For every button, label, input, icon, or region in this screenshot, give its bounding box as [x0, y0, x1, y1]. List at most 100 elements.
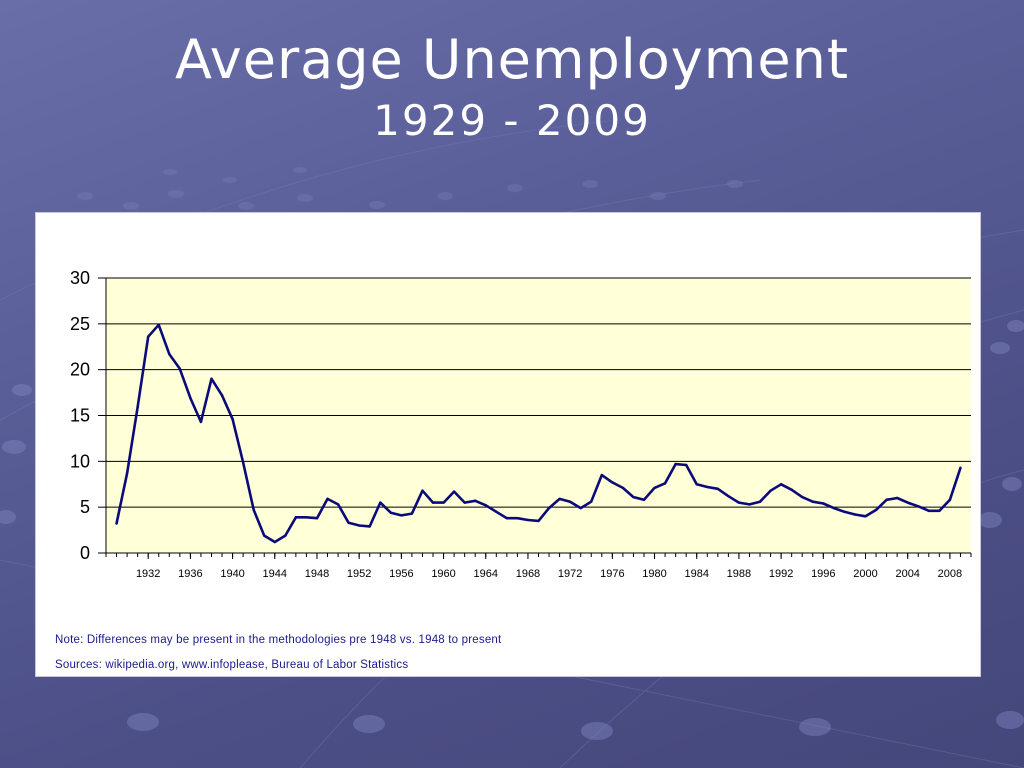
sources-note: Sources: wikipedia.org, www.infoplease, …: [55, 659, 409, 671]
data-point: [758, 500, 762, 503]
data-point: [157, 323, 160, 326]
data-point: [431, 501, 435, 504]
data-point: [663, 482, 667, 485]
data-point: [115, 522, 118, 525]
x-tick-label: 1952: [347, 568, 371, 580]
x-tick-label: 1968: [516, 568, 540, 580]
data-point: [642, 498, 646, 502]
y-tick-label: 25: [70, 314, 90, 334]
slide-subtitle: 1929 - 2009: [373, 96, 651, 145]
data-point: [621, 486, 625, 490]
data-point: [241, 461, 245, 464]
data-point: [146, 335, 150, 338]
data-point: [727, 494, 730, 498]
chart-panel: 0 5 10 15 20 25 30 1932 1936 1940 1944 1948 1952 1956…: [35, 212, 981, 677]
y-tick-label: 10: [70, 451, 90, 471]
data-point: [136, 406, 139, 409]
data-point: [294, 516, 298, 519]
methodology-note: Note: Differences may be present in the …: [55, 634, 502, 646]
data-point: [632, 495, 635, 499]
data-point: [315, 516, 319, 520]
data-point: [843, 510, 846, 513]
y-tick-label: 15: [70, 406, 90, 426]
data-point: [769, 489, 772, 492]
data-point: [684, 463, 688, 467]
data-point: [199, 420, 203, 424]
data-point: [389, 511, 393, 514]
data-point: [273, 540, 276, 544]
x-tick-label: 1976: [600, 568, 624, 580]
data-point: [368, 525, 371, 528]
y-tick-label: 20: [70, 360, 90, 380]
data-point: [516, 516, 519, 520]
data-point: [748, 503, 751, 506]
data-point: [305, 516, 308, 519]
data-point: [885, 498, 888, 502]
data-point: [452, 490, 456, 493]
y-tick-label: 5: [80, 497, 90, 517]
data-point: [864, 515, 867, 518]
data-point: [474, 499, 477, 502]
data-point: [653, 486, 656, 490]
data-point: [853, 513, 857, 516]
data-point: [357, 524, 361, 527]
data-point: [220, 394, 224, 397]
data-point: [495, 510, 498, 513]
data-point: [959, 466, 962, 469]
data-point: [231, 417, 234, 421]
x-tick-label: 1972: [558, 568, 582, 580]
data-point: [442, 501, 445, 504]
data-point: [400, 514, 403, 517]
data-point: [558, 497, 561, 501]
data-point: [326, 497, 329, 501]
x-tick-label: 1944: [263, 568, 287, 580]
y-tick-label: 0: [80, 543, 90, 563]
data-point: [811, 500, 814, 503]
data-point: [125, 472, 129, 475]
x-tick-label: 1956: [389, 568, 413, 580]
data-point: [568, 500, 572, 503]
data-point: [716, 487, 720, 491]
data-point: [410, 512, 414, 515]
x-tick-label: 1960: [431, 568, 455, 580]
data-point: [790, 488, 793, 491]
x-tick-label: 1988: [727, 568, 751, 580]
data-point: [252, 508, 255, 512]
data-point: [505, 516, 509, 520]
x-tick-label: 2008: [938, 568, 962, 580]
data-point: [579, 506, 582, 510]
data-point: [379, 501, 382, 504]
data-point: [927, 509, 931, 513]
x-tick-label: 1996: [811, 568, 835, 580]
data-point: [832, 506, 836, 510]
data-point: [336, 503, 340, 506]
data-point: [695, 483, 698, 486]
data-point: [895, 496, 899, 500]
data-point: [948, 498, 952, 502]
data-point: [801, 495, 804, 499]
data-point: [917, 505, 920, 508]
data-point: [484, 504, 487, 507]
data-point: [178, 367, 182, 370]
data-point: [590, 500, 593, 503]
y-tick-label: 30: [70, 268, 90, 288]
x-tick-label: 1936: [178, 568, 202, 580]
x-tick-label: 1992: [769, 568, 793, 580]
data-point: [600, 473, 603, 477]
data-point: [210, 377, 213, 381]
data-point: [168, 352, 171, 356]
data-point: [874, 508, 878, 512]
x-tick-label: 2004: [895, 568, 919, 580]
data-point: [674, 462, 677, 466]
data-point: [284, 534, 287, 537]
data-point: [463, 501, 466, 504]
data-point: [547, 506, 551, 510]
data-point: [706, 485, 709, 489]
data-point: [526, 518, 530, 522]
x-tick-label: 2000: [853, 568, 877, 580]
data-point: [906, 501, 909, 504]
x-tick-label: 1940: [220, 568, 244, 580]
data-point: [822, 502, 825, 505]
data-point: [537, 519, 540, 523]
data-point: [779, 483, 783, 486]
